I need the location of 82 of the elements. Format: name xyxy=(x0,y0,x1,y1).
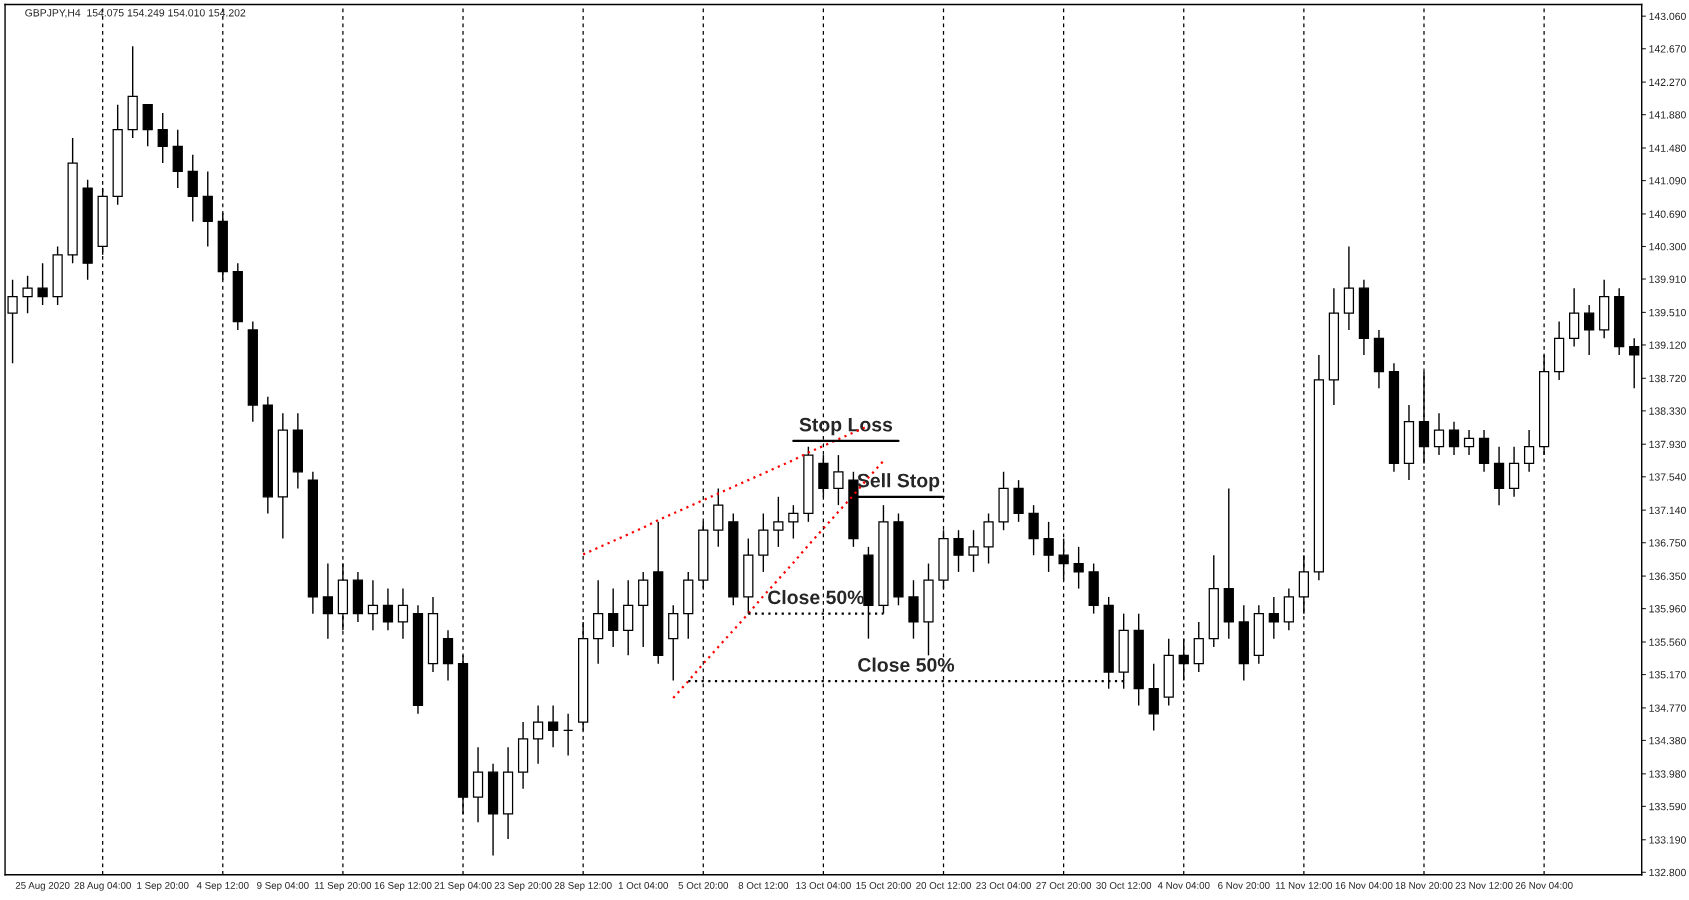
x-tick-label: 26 Nov 04:00 xyxy=(1515,882,1573,889)
y-tick-label: 133.590 xyxy=(1649,802,1686,811)
candlestick xyxy=(532,704,544,765)
x-tick-label: 25 Aug 2020 xyxy=(15,882,70,891)
candlestick xyxy=(157,112,168,164)
x-tick-label: 28 Aug 04:00 xyxy=(74,882,131,891)
candlestick xyxy=(953,529,964,573)
y-tick-label: 136.750 xyxy=(1649,539,1686,547)
x-tick-label: 23 Oct 04:00 xyxy=(976,882,1032,889)
x-tick-label: 30 Oct 12:00 xyxy=(1096,882,1152,889)
y-tick-label: 132.800 xyxy=(1649,868,1686,877)
y-tick-label: 133.190 xyxy=(1649,836,1686,844)
y-tick-label: 135.960 xyxy=(1649,605,1686,613)
y-tick-label: 134.380 xyxy=(1649,736,1686,745)
x-tick-label: 5 Oct 20:00 xyxy=(678,882,729,889)
candlestick xyxy=(773,496,784,548)
y-tick-label: 138.720 xyxy=(1649,374,1686,383)
candlestick xyxy=(563,713,574,757)
x-tick-label: 1 Oct 04:00 xyxy=(618,882,668,889)
y-tick-label: 142.670 xyxy=(1649,45,1686,53)
candlestick xyxy=(382,587,394,632)
y-tick-label: 134.770 xyxy=(1649,704,1686,712)
y-tick-label: 137.930 xyxy=(1649,440,1686,449)
candlestick xyxy=(322,562,334,640)
chart-title: GBPJPY,H4 154.075 154.249 154.010 154.202 xyxy=(25,9,246,18)
candlestick xyxy=(1043,521,1054,573)
y-tick-label: 137.140 xyxy=(1649,506,1686,515)
y-tick-label: 140.300 xyxy=(1649,242,1686,251)
y-tick-label: 138.330 xyxy=(1649,407,1686,415)
x-tick-label: 6 Nov 20:00 xyxy=(1218,882,1270,889)
x-tick-label: 16 Sep 12:00 xyxy=(374,882,432,891)
candlestick xyxy=(968,529,979,573)
x-tick-label: 20 Oct 12:00 xyxy=(916,882,971,889)
y-tick-label: 141.880 xyxy=(1649,111,1686,119)
x-tick-label: 21 Sep 04:00 xyxy=(434,882,492,891)
y-tick-label: 137.540 xyxy=(1649,473,1686,481)
candlestick xyxy=(1433,412,1445,456)
x-tick-label: 4 Sep 12:00 xyxy=(196,882,249,891)
candlestick xyxy=(367,579,379,632)
x-tick-label: 11 Nov 12:00 xyxy=(1276,882,1333,889)
series-label: Close 50% xyxy=(858,657,955,672)
candlestick xyxy=(1448,421,1460,456)
x-tick-label: 4 Nov 04:00 xyxy=(1157,882,1210,889)
x-tick-label: 16 Nov 04:00 xyxy=(1335,882,1393,889)
candlestick xyxy=(1523,429,1535,473)
x-tick-label: 11 Sep 20:00 xyxy=(315,882,372,891)
y-tick-label: 139.510 xyxy=(1649,308,1686,317)
x-tick-label: 18 Nov 20:00 xyxy=(1395,882,1453,889)
y-tick-label: 139.120 xyxy=(1649,341,1686,349)
x-tick-label: 1 Sep 20:00 xyxy=(137,882,189,891)
y-tick-label: 133.980 xyxy=(1649,770,1686,778)
x-tick-label: 23 Sep 20:00 xyxy=(494,882,552,891)
y-tick-label: 140.690 xyxy=(1649,210,1686,218)
x-tick-label: 13 Oct 04:00 xyxy=(796,882,851,889)
y-tick-label: 142.270 xyxy=(1649,78,1686,86)
candlestick xyxy=(1584,304,1595,356)
y-tick-label: 141.090 xyxy=(1649,177,1686,185)
candlestick xyxy=(1268,596,1279,640)
candlestick xyxy=(397,587,409,640)
series-label: Stop Loss xyxy=(799,417,893,436)
x-tick-label: 27 Oct 20:00 xyxy=(1036,882,1092,889)
y-tick-label: 136.350 xyxy=(1649,572,1686,580)
candlestick xyxy=(547,704,559,748)
x-tick-label: 9 Sep 04:00 xyxy=(257,882,309,891)
x-tick-label: 23 Nov 12:00 xyxy=(1455,882,1513,889)
y-tick-label: 135.560 xyxy=(1649,638,1686,646)
candlestick xyxy=(608,587,619,648)
y-tick-label: 143.060 xyxy=(1649,12,1686,21)
candlestick xyxy=(1463,429,1475,456)
candlestick xyxy=(37,262,48,306)
y-tick-label: 139.910 xyxy=(1649,275,1686,283)
x-tick-label: 28 Sep 12:00 xyxy=(554,882,612,891)
candlestick xyxy=(833,454,844,506)
y-tick-label: 135.170 xyxy=(1649,671,1686,679)
candlestick xyxy=(788,504,799,540)
x-tick-label: 15 Oct 20:00 xyxy=(856,882,911,889)
y-tick-label: 141.480 xyxy=(1649,144,1686,152)
candlestick xyxy=(22,274,33,314)
candlestick xyxy=(1178,637,1189,682)
candlestick xyxy=(1629,337,1640,390)
candlestick xyxy=(1073,546,1084,590)
x-tick-label: 8 Oct 12:00 xyxy=(738,882,789,889)
